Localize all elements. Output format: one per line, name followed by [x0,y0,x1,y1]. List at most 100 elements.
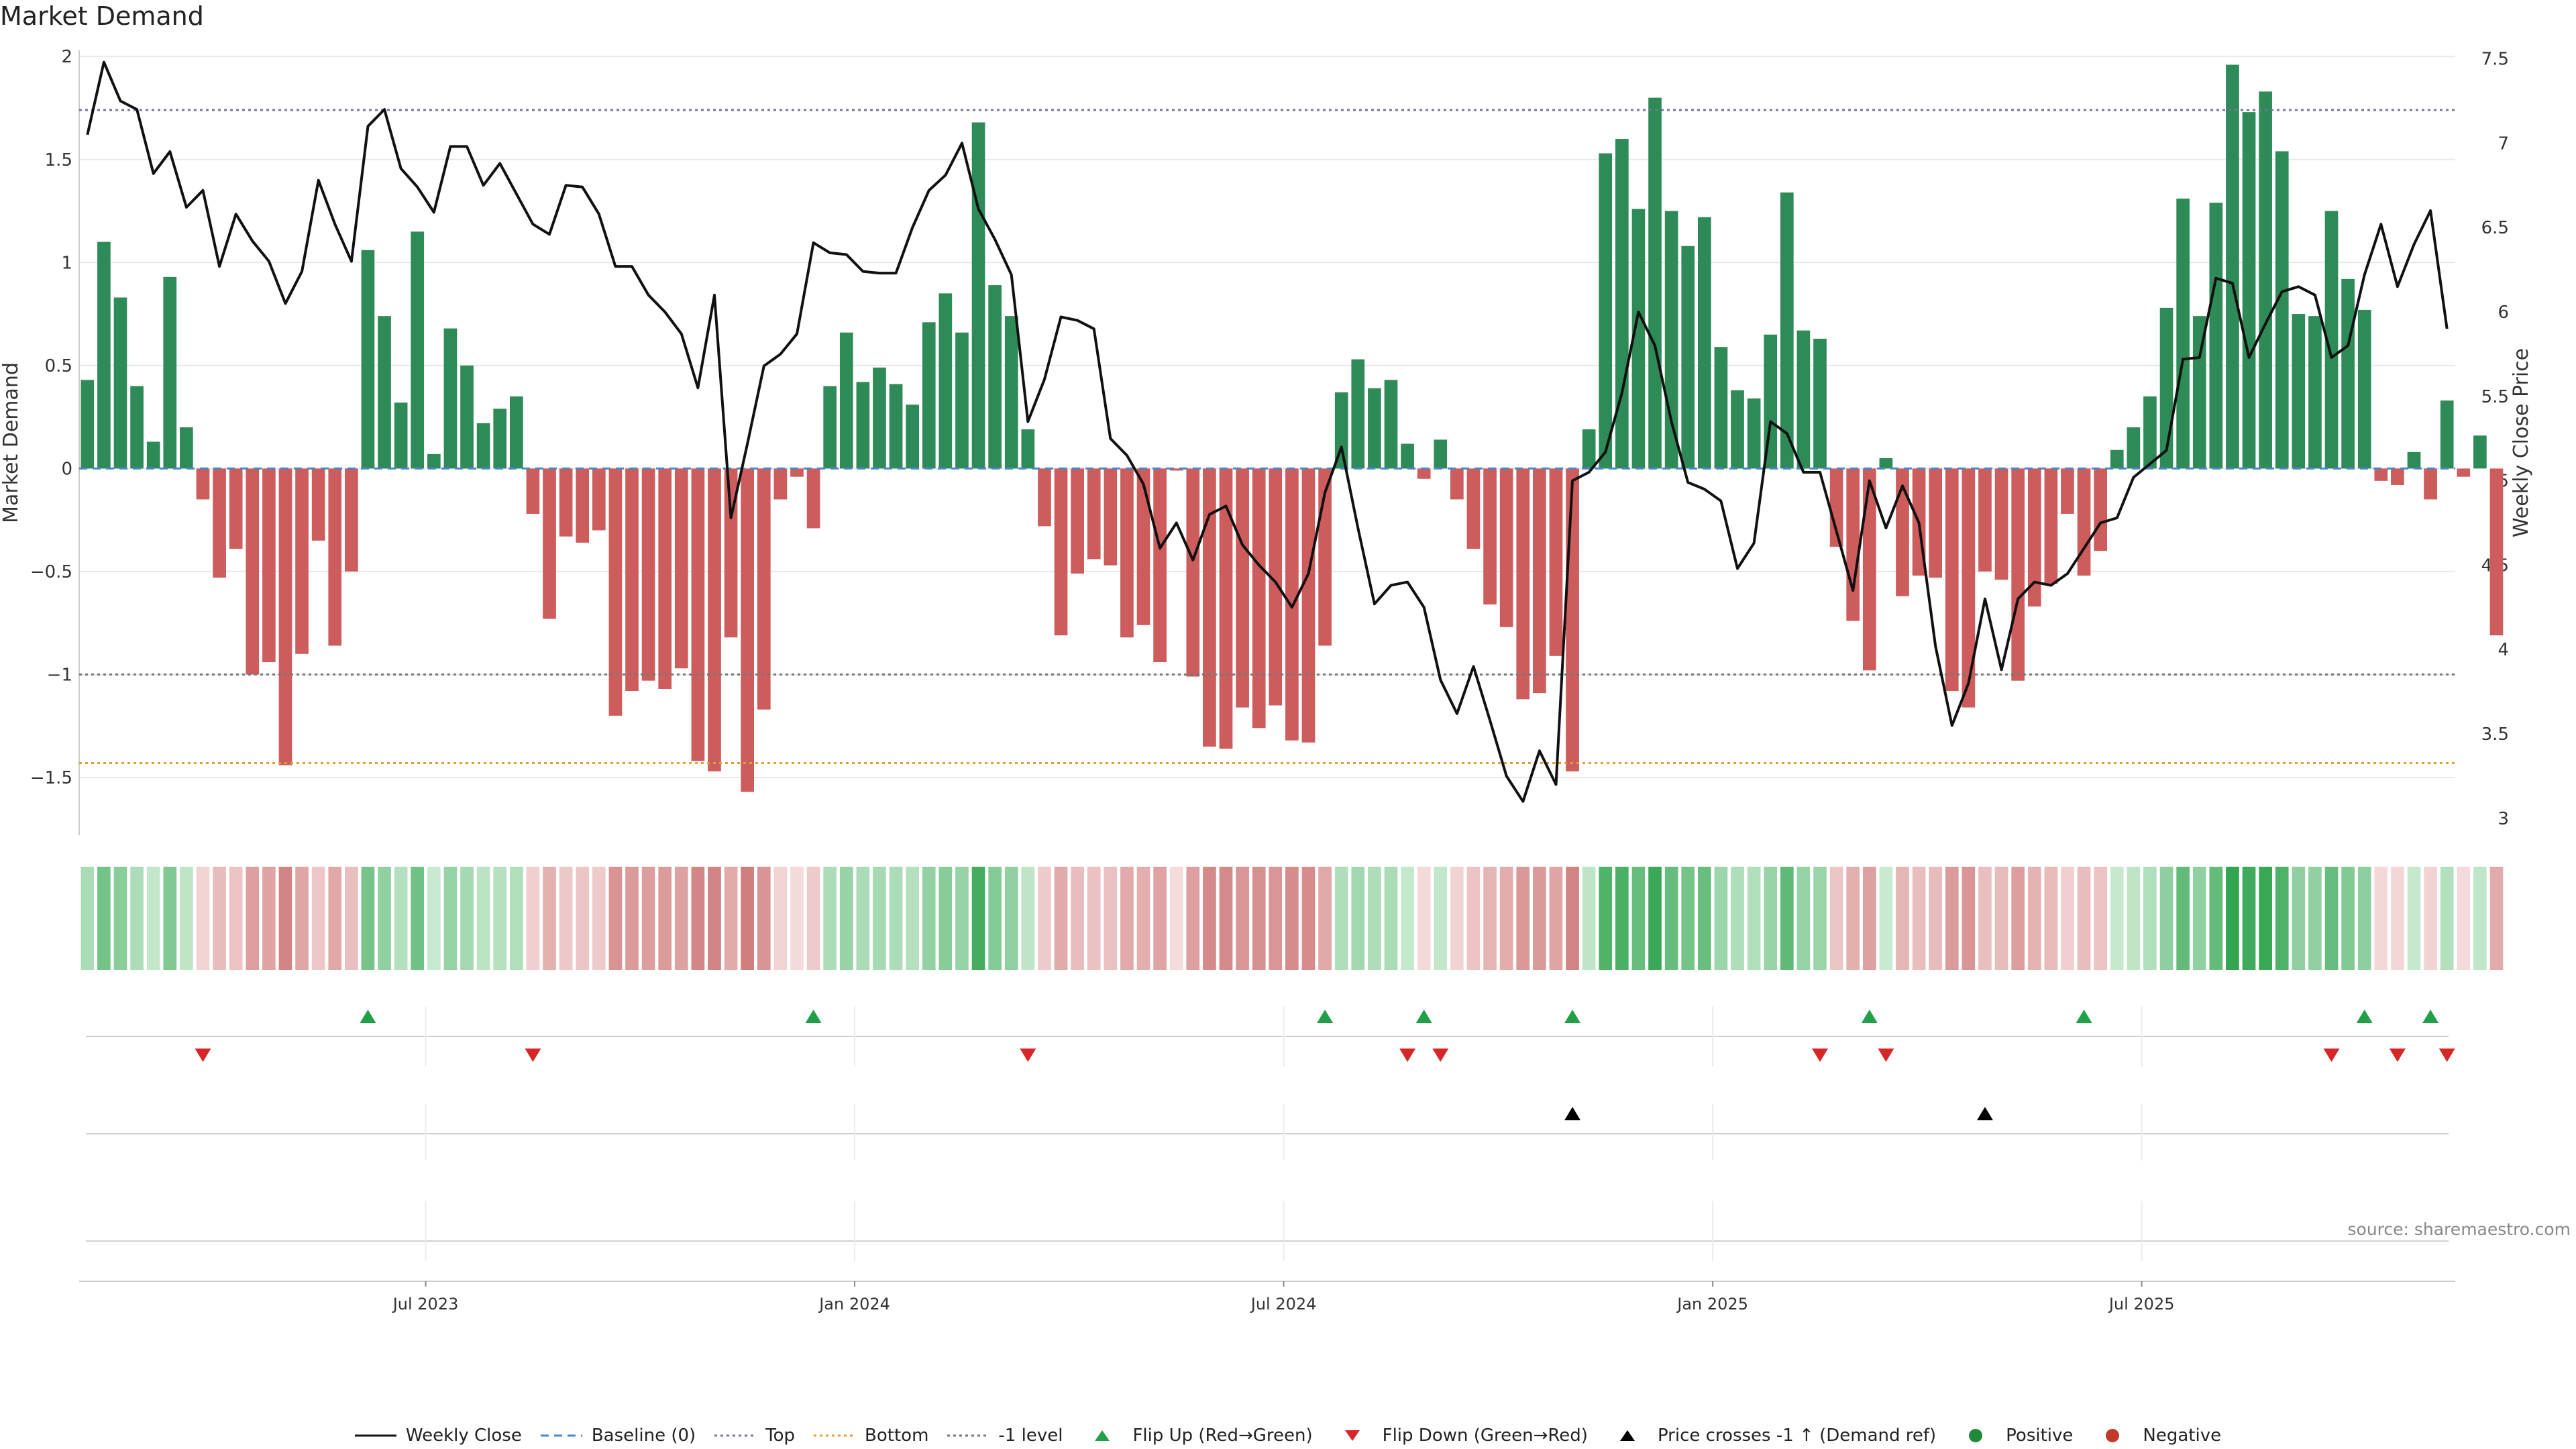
demand-bar [476,423,490,469]
demand-bar [823,386,837,469]
flip-down-marker [1432,1049,1449,1062]
demand-bar [246,468,260,675]
flip-down-marker [195,1049,211,1062]
demand-bar [922,322,936,469]
demand-bar [955,332,969,469]
heat-cell [130,867,144,970]
flip-down-marker [1020,1049,1036,1062]
heat-cell [674,867,688,970]
heat-cell [509,867,523,970]
flip-down-marker [1878,1049,1894,1062]
demand-bar [2110,449,2124,469]
legend-symbol [814,1434,856,1437]
y-left-tick-label: −1.5 [30,768,72,788]
demand-bar [1219,468,1233,749]
heat-cell [2176,867,2190,970]
heat-cell [576,867,590,970]
legend-item: Negative [2092,1426,2221,1446]
demand-bar [1862,468,1876,671]
heat-cell [955,867,969,970]
heat-cell [1582,867,1596,970]
demand-bar [1483,468,1497,605]
heat-cell [559,867,573,970]
heat-cell [2143,867,2157,970]
demand-bar [2292,314,2306,469]
demand-bar [608,468,623,716]
heat-cell [1599,867,1613,970]
heat-cell [1846,867,1860,970]
heat-cell [988,867,1002,970]
legend-item: Price crosses -1 ↑ (Demand ref) [1607,1426,1936,1446]
demand-bar [2077,468,2091,576]
demand-bar [741,468,755,792]
demand-bar [526,468,540,514]
heat-cell [278,867,292,970]
heat-cell [1004,867,1018,970]
demand-bar [1087,468,1101,559]
heat-cell [658,867,672,970]
heat-cell [1334,867,1348,970]
heat-cell [1994,867,2008,970]
demand-bar [724,468,738,638]
demand-bar [180,427,193,469]
legend-symbol-shape [2106,1429,2120,1442]
heat-cell [213,867,226,970]
heat-cell [1499,867,1513,970]
legend-label: Positive [2006,1426,2074,1446]
heat-cell [2259,867,2272,970]
flip-up-marker [2076,1010,2092,1023]
legend-label: -1 level [998,1426,1063,1446]
heat-cell [938,867,953,970]
demand-bar [1054,468,1068,636]
flip-up-marker [2422,1010,2439,1023]
demand-bar [839,332,853,469]
legend-symbol [1969,1429,1983,1442]
demand-bar [2424,468,2437,500]
heat-cell [1318,867,1332,970]
y-right-tick-label: 3 [2498,809,2509,829]
demand-bar [971,122,985,469]
legend-label: Baseline (0) [591,1426,696,1446]
heat-cell [691,867,705,970]
demand-bar [674,468,688,669]
heat-cell [378,867,391,970]
demand-bar [2489,468,2504,636]
page-title: Market Demand [0,1,204,31]
demand-bar [1648,97,1662,469]
flip-up-marker [1317,1010,1334,1023]
demand-bar [97,241,111,469]
demand-bar [1962,468,1976,708]
legend-item: Flip Up (Red→Green) [1081,1426,1313,1446]
demand-bar [2143,396,2157,469]
heat-cell [1301,867,1316,970]
heat-cell [113,867,127,970]
legend-item: Positive [1955,1426,2073,1446]
heat-cell [2357,867,2371,970]
heat-cell [411,867,425,970]
heat-cell [823,867,837,970]
y-left-tick-label: 1 [61,253,72,273]
heat-cell [2275,867,2289,970]
demand-bar [691,468,705,761]
demand-bar [1533,468,1546,694]
legend-item: Baseline (0) [540,1426,696,1446]
heat-cell [2424,867,2437,970]
heat-cell [1071,867,1084,970]
heat-cell [2127,867,2141,970]
demand-bar [1466,468,1481,549]
legend-symbol [540,1434,582,1437]
demand-bar [2242,112,2256,469]
demand-bar [493,409,507,469]
demand-bar [427,453,441,469]
heat-cell [1896,867,1909,970]
demand-bar [2027,468,2041,607]
heat-cell [1021,867,1035,970]
demand-bar [2176,199,2190,469]
flip-up-marker [1564,1010,1581,1023]
demand-bar [2391,468,2404,485]
heat-cell [1912,867,1926,970]
heat-cell [1929,867,1943,970]
demand-bar [1169,468,1183,471]
demand-bar [1186,468,1200,677]
